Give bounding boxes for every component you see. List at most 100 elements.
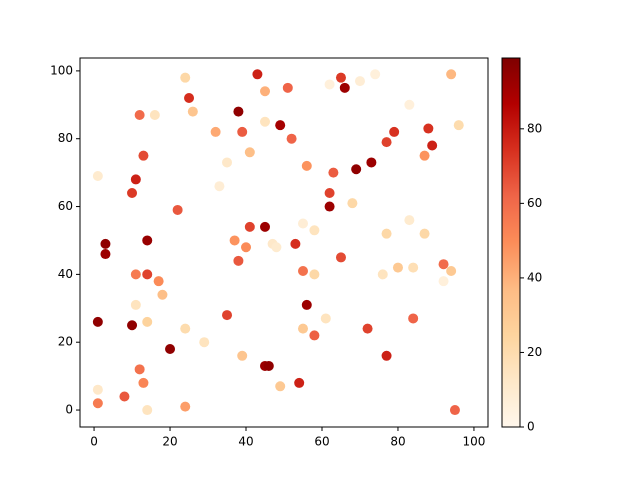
point (294, 377, 305, 388)
point (324, 201, 335, 212)
point (92, 398, 103, 409)
point (252, 69, 263, 80)
point (446, 69, 457, 80)
point (165, 343, 176, 354)
point (130, 299, 141, 310)
point (362, 323, 373, 334)
point (260, 116, 271, 127)
point (392, 262, 403, 273)
point (244, 147, 255, 158)
point (335, 72, 346, 83)
point (100, 238, 111, 249)
y-tick-label: 100 (50, 63, 73, 77)
point (427, 140, 438, 151)
point (100, 249, 111, 260)
point (271, 242, 282, 253)
point (237, 126, 248, 137)
colorbar-tick-label: 0 (527, 420, 535, 434)
point (233, 106, 244, 117)
point (210, 126, 221, 137)
point (438, 259, 449, 270)
point (149, 109, 160, 120)
x-tick-label: 100 (462, 435, 485, 449)
point (263, 360, 274, 371)
point (381, 137, 392, 148)
point (453, 120, 464, 131)
x-tick-label: 20 (162, 435, 177, 449)
point (347, 198, 358, 209)
point (324, 187, 335, 198)
point (354, 76, 365, 87)
point (309, 330, 320, 341)
point (138, 150, 149, 161)
point (142, 316, 153, 327)
point (366, 157, 377, 168)
point (297, 265, 308, 276)
y-tick-label: 40 (58, 267, 73, 281)
plot-frame (79, 57, 489, 428)
point (222, 157, 233, 168)
point (127, 320, 138, 331)
point (423, 123, 434, 134)
colorbar-tick-label: 60 (527, 196, 542, 210)
point (180, 401, 191, 412)
point (275, 120, 286, 131)
point (172, 204, 183, 215)
point (199, 337, 210, 348)
point (446, 265, 457, 276)
point (92, 316, 103, 327)
point (389, 126, 400, 137)
point (229, 235, 240, 246)
point (142, 405, 153, 416)
x-tick-label: 0 (90, 435, 98, 449)
point (260, 221, 271, 232)
point (404, 215, 415, 226)
point (92, 384, 103, 395)
point (134, 364, 145, 375)
point (328, 167, 339, 178)
point (142, 235, 153, 246)
point (237, 350, 248, 361)
point (335, 252, 346, 263)
point (381, 228, 392, 239)
y-tick-label: 20 (58, 335, 73, 349)
point (180, 323, 191, 334)
point (130, 269, 141, 280)
colorbar-tick-label: 20 (527, 345, 542, 359)
point (438, 276, 449, 287)
point (351, 164, 362, 175)
y-tick-label: 60 (58, 199, 73, 213)
point (297, 323, 308, 334)
point (301, 299, 312, 310)
point (214, 181, 225, 192)
point (419, 150, 430, 161)
x-tick-label: 40 (238, 435, 253, 449)
point (241, 242, 252, 253)
colorbar-tick-label: 40 (527, 270, 542, 284)
point (233, 255, 244, 266)
point (408, 262, 419, 273)
point (142, 269, 153, 280)
colorbar-tick-label: 80 (527, 121, 542, 135)
point (370, 69, 381, 80)
point (130, 174, 141, 185)
point (138, 377, 149, 388)
colorbar (501, 57, 521, 428)
point (157, 289, 168, 300)
point (290, 238, 301, 249)
point (134, 109, 145, 120)
point (408, 313, 419, 324)
point (324, 79, 335, 90)
point (127, 187, 138, 198)
point (92, 171, 103, 182)
point (222, 310, 233, 321)
point (244, 221, 255, 232)
point (381, 350, 392, 361)
point (297, 218, 308, 229)
point (187, 106, 198, 117)
point (320, 313, 331, 324)
point (282, 82, 293, 93)
point (180, 72, 191, 83)
